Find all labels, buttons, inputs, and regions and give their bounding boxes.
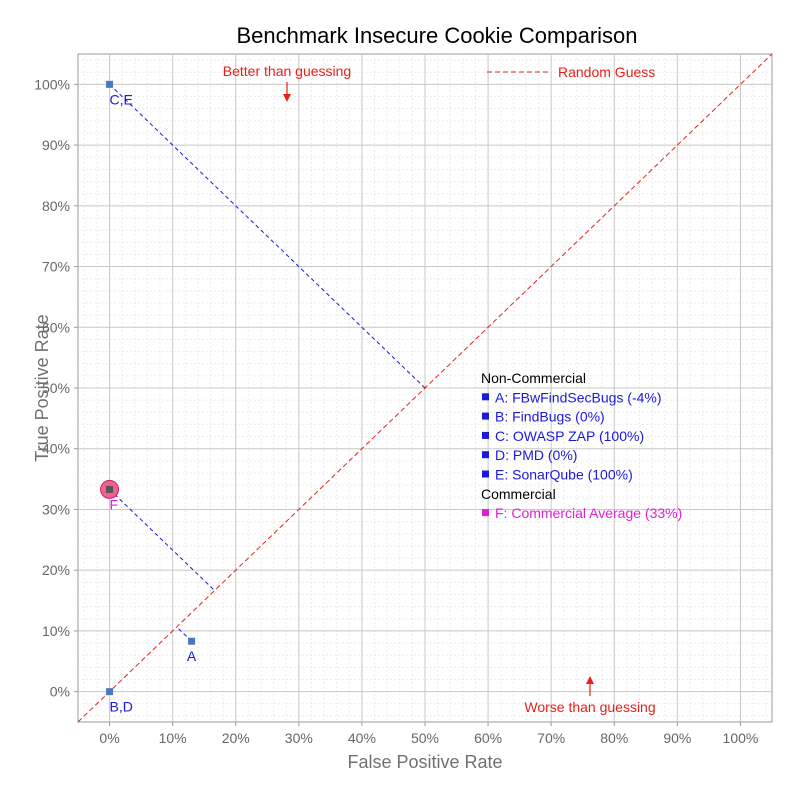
data-point-label: F <box>110 496 119 512</box>
legend-swatch <box>482 393 489 401</box>
y-tick-label: 90% <box>42 137 70 153</box>
x-tick-label: 40% <box>348 730 376 746</box>
y-tick-label: 100% <box>34 76 70 92</box>
y-tick-label: 70% <box>42 259 70 275</box>
better-arrow-icon <box>283 82 291 102</box>
x-tick-label: 100% <box>723 730 759 746</box>
data-point <box>106 688 114 696</box>
projection-line <box>109 84 426 389</box>
worse-than-guessing-label: Worse than guessing <box>524 699 655 715</box>
data-point <box>106 485 114 493</box>
y-tick-label: 30% <box>42 501 70 517</box>
legend-swatch <box>482 431 489 439</box>
major-grid <box>78 54 772 722</box>
legend-item: F: Commercial Average (33%) <box>495 505 682 521</box>
y-tick-label: 80% <box>42 198 70 214</box>
x-tick-label: 50% <box>411 730 439 746</box>
projection-line <box>109 489 215 591</box>
legend-swatch <box>482 412 489 420</box>
chart-title: Benchmark Insecure Cookie Comparison <box>236 23 637 48</box>
data-point <box>106 80 114 88</box>
legend-swatch <box>482 451 489 459</box>
guess-legend-label: Random Guess <box>558 64 655 80</box>
x-tick-label: 10% <box>159 730 187 746</box>
x-tick-label: 30% <box>285 730 313 746</box>
y-tick-label: 50% <box>42 380 70 396</box>
legend-heading: Commercial <box>481 486 556 502</box>
x-tick-label: 60% <box>474 730 502 746</box>
y-tick-label: 0% <box>50 684 70 700</box>
legend-item: B: FindBugs (0%) <box>495 409 605 425</box>
legend: Non-Commercial A: FBwFindSecBugs (-4%) B: … <box>481 370 682 521</box>
y-tick-label: 20% <box>42 562 70 578</box>
x-tick-label: 0% <box>99 730 119 746</box>
legend-swatch <box>482 470 489 478</box>
legend-item: E: SonarQube (100%) <box>495 467 633 483</box>
y-tick-label: 60% <box>42 319 70 335</box>
data-point <box>188 637 196 645</box>
legend-item: A: FBwFindSecBugs (-4%) <box>495 389 662 405</box>
x-tick-label: 20% <box>222 730 250 746</box>
data-point-label: C,E <box>110 91 133 107</box>
data-point-label: B,D <box>110 699 133 715</box>
y-tick-label: 10% <box>42 623 70 639</box>
legend-item: D: PMD (0%) <box>495 447 577 463</box>
legend-item: C: OWASP ZAP (100%) <box>495 428 644 444</box>
worse-arrow-icon <box>586 676 594 696</box>
x-tick-label: 80% <box>600 730 628 746</box>
better-than-guessing-label: Better than guessing <box>223 63 351 79</box>
data-point-label: A <box>187 648 197 664</box>
y-axis-label: True Positive Rate <box>32 314 52 461</box>
x-tick-label: 90% <box>663 730 691 746</box>
x-tick-label: 70% <box>537 730 565 746</box>
y-tick-label: 40% <box>42 441 70 457</box>
x-axis-label: False Positive Rate <box>347 752 502 772</box>
legend-heading: Non-Commercial <box>481 370 586 386</box>
y-axis-ticks: 0% 10% 20% 30% 40% 50% 60% 70% 80% 90% 100% <box>34 76 78 700</box>
legend-swatch <box>482 509 489 517</box>
data-points: C,E A B,D F <box>100 80 197 715</box>
x-axis-ticks: 0% 10% 20% 30% 40% 50% 60% 70% 80% 90% 100% <box>99 722 758 746</box>
